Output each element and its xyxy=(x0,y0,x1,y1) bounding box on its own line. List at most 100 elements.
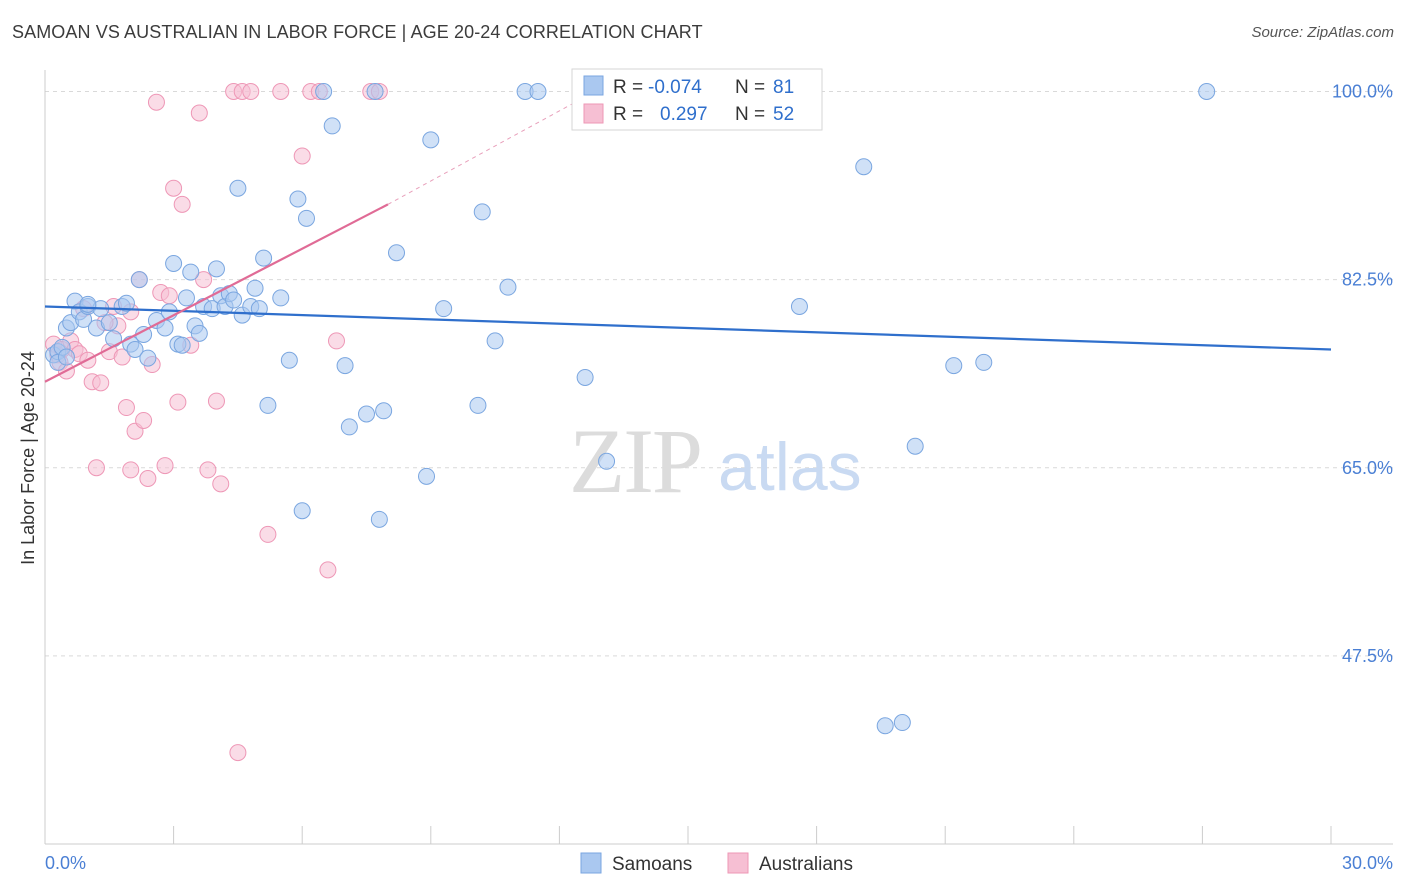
trend-lines xyxy=(44,96,1332,383)
australian-point xyxy=(293,147,311,165)
samoan-point xyxy=(876,717,894,735)
australian-point xyxy=(327,332,345,350)
samoan-point xyxy=(418,467,436,485)
australian-point xyxy=(87,459,105,477)
samoan-point xyxy=(79,295,97,313)
samoan-point xyxy=(790,298,808,315)
australian-point xyxy=(173,195,191,213)
australian-point xyxy=(272,83,290,100)
samoan-point xyxy=(280,351,298,369)
y-tick-label: 65.0% xyxy=(1342,458,1393,478)
samoan-point xyxy=(246,279,264,297)
samoan-point xyxy=(358,405,375,423)
samoan-point xyxy=(130,271,148,289)
source-label: Source: ZipAtlas.com xyxy=(1251,24,1394,41)
samoan-point xyxy=(855,158,873,176)
samoan-point xyxy=(225,291,243,309)
australian-point xyxy=(229,744,247,762)
australian-point xyxy=(169,393,187,411)
australian-point xyxy=(195,271,213,289)
r-label-australians: R = xyxy=(613,104,643,125)
australians-points xyxy=(45,83,388,762)
samoan-point xyxy=(182,263,200,281)
samoan-point xyxy=(229,179,247,197)
australian-point xyxy=(199,461,217,479)
samoan-point xyxy=(366,83,384,100)
samoan-point xyxy=(315,83,333,100)
legend-swatch-australians[interactable] xyxy=(727,852,749,874)
samoan-point xyxy=(259,396,277,414)
australian-point xyxy=(242,83,260,100)
watermark: ZIP atlas xyxy=(569,410,862,512)
legend-swatch-samoans[interactable] xyxy=(580,852,602,874)
legend-label-australians[interactable]: Australians xyxy=(759,854,853,875)
x-tick-label: 30.0% xyxy=(1342,853,1393,873)
australian-point xyxy=(165,179,183,197)
r-value-samoans: -0.074 xyxy=(648,77,702,98)
r-label-samoans: R = xyxy=(613,77,643,98)
samoan-point xyxy=(598,452,616,470)
samoan-point xyxy=(207,260,225,278)
australian-point xyxy=(147,93,165,111)
samoan-point xyxy=(297,209,315,227)
n-label-australians: N = xyxy=(735,104,765,125)
samoan-point xyxy=(422,131,440,149)
australian-point xyxy=(135,411,153,429)
samoan-point xyxy=(576,368,594,386)
samoan-point xyxy=(57,348,75,366)
samoan-point xyxy=(336,357,354,375)
samoan-point xyxy=(323,117,341,135)
samoan-point xyxy=(293,502,311,520)
watermark-atlas: atlas xyxy=(718,429,862,505)
samoan-point xyxy=(1198,83,1216,100)
samoan-point xyxy=(340,418,358,436)
samoan-point xyxy=(173,336,191,354)
samoan-point xyxy=(906,437,924,455)
australian-point xyxy=(160,287,178,305)
samoans-trend-line xyxy=(44,305,1332,351)
samoan-point xyxy=(499,278,517,296)
australian-point xyxy=(207,392,225,410)
samoan-point xyxy=(100,314,118,332)
australian-point xyxy=(156,457,174,475)
samoan-point xyxy=(375,402,393,420)
stats-legend: R = -0.074 N = 81 R = 0.297 N = 52 xyxy=(571,68,823,131)
samoan-point xyxy=(117,294,135,312)
samoan-point xyxy=(975,353,993,371)
australian-point xyxy=(117,399,135,417)
samoan-point xyxy=(435,300,453,318)
axis-layer: 47.5% 65.0% 82.5% 100.0% 0.0% 30.0% xyxy=(44,70,1393,873)
n-label-samoans: N = xyxy=(735,77,765,98)
samoan-point xyxy=(486,332,504,350)
samoans-points xyxy=(45,83,1216,735)
samoan-point xyxy=(165,255,183,272)
samoan-point xyxy=(139,349,157,367)
samoan-point xyxy=(190,324,208,342)
chart-title: SAMOAN VS AUSTRALIAN IN LABOR FORCE | AG… xyxy=(12,22,703,42)
series-legend: Samoans Australians xyxy=(580,852,853,875)
samoan-point xyxy=(893,714,911,732)
samoan-point xyxy=(388,244,406,262)
samoan-point xyxy=(529,83,547,100)
samoan-point xyxy=(370,510,388,528)
samoan-point xyxy=(289,190,307,208)
australians-trend-line xyxy=(44,203,389,383)
y-tick-label: 82.5% xyxy=(1342,270,1393,290)
australian-point xyxy=(139,470,157,487)
watermark-zip: ZIP xyxy=(569,410,701,512)
australian-point xyxy=(122,461,140,479)
grid-layer xyxy=(45,91,1393,657)
samoan-point xyxy=(473,203,491,221)
x-tick-label: 0.0% xyxy=(45,853,86,873)
legend-label-samoans[interactable]: Samoans xyxy=(612,854,692,875)
samoan-point xyxy=(945,357,963,375)
australian-point xyxy=(319,561,337,579)
australians-trend-extension xyxy=(387,96,586,205)
stats-swatch-samoans xyxy=(583,75,604,96)
australian-point xyxy=(92,374,110,392)
stats-swatch-australians xyxy=(583,103,604,124)
australian-point xyxy=(190,104,208,122)
n-value-samoans: 81 xyxy=(773,77,794,98)
y-tick-label: 100.0% xyxy=(1332,82,1393,102)
